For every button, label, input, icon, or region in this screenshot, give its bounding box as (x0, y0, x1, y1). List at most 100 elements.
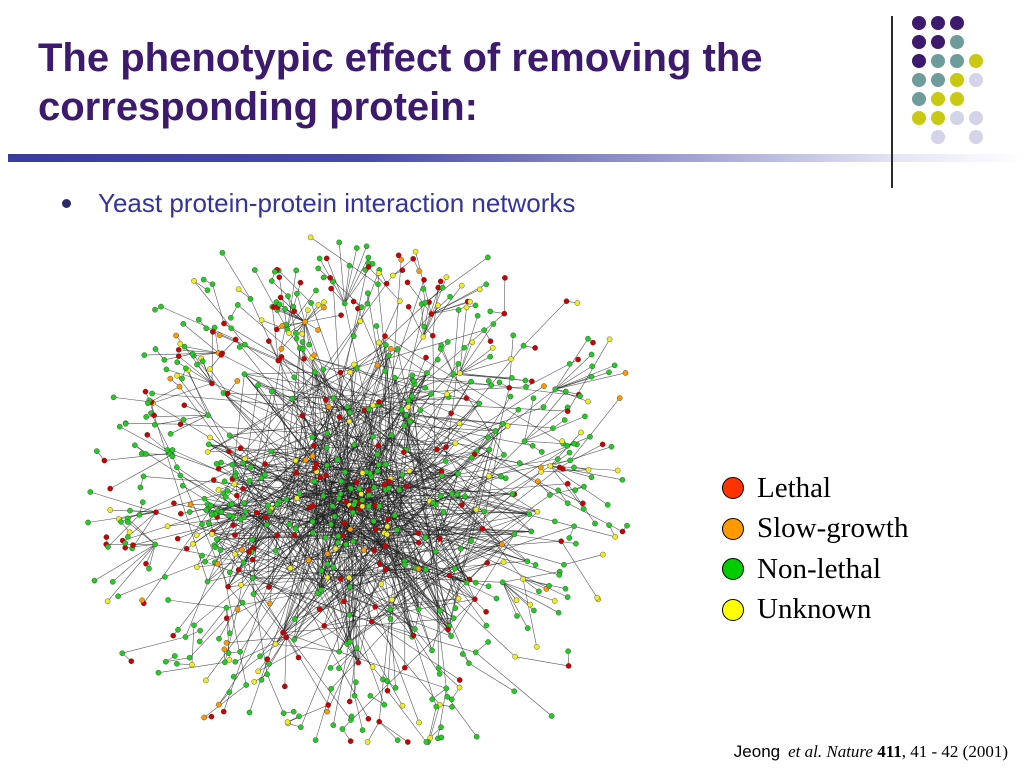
network-node (588, 373, 595, 380)
bullet-item: Yeast protein-protein interaction networ… (62, 188, 575, 219)
network-node (101, 457, 108, 464)
legend-swatch-slow-growth (722, 517, 744, 540)
network-node (201, 495, 208, 502)
network-node (376, 560, 383, 567)
network-edge (459, 323, 494, 374)
network-node (219, 249, 226, 256)
network-edge (346, 405, 374, 644)
network-edge (166, 369, 212, 384)
network-edge (172, 449, 467, 583)
network-edge (296, 293, 306, 323)
network-node (266, 508, 273, 515)
network-node (529, 442, 536, 449)
network-node (205, 412, 211, 419)
network-node (399, 471, 406, 478)
network-node (181, 343, 188, 350)
network-node (262, 461, 268, 467)
network-edge (344, 246, 367, 304)
network-node (521, 438, 528, 445)
network-node (212, 544, 218, 551)
network-edge (432, 502, 462, 549)
network-edge (302, 341, 426, 539)
network-edge (240, 534, 278, 585)
network-node (224, 390, 231, 397)
network-node (614, 467, 621, 474)
network-node (258, 317, 265, 324)
network-edge (371, 621, 440, 705)
network-node (351, 692, 358, 699)
network-edge (316, 307, 363, 464)
network-node (479, 525, 486, 532)
network-edge (449, 561, 504, 576)
network-node (364, 300, 371, 307)
network-edge (242, 462, 278, 505)
network-node (337, 490, 344, 497)
network-node (109, 579, 116, 585)
network-node (226, 569, 233, 576)
network-node (239, 547, 245, 553)
network-node (265, 338, 272, 344)
network-edge (362, 506, 364, 551)
network-edge (173, 502, 233, 518)
network-edge (560, 541, 599, 600)
network-node (346, 698, 353, 705)
network-node (384, 687, 391, 694)
network-node (174, 372, 180, 379)
network-edge (155, 544, 244, 563)
network-node (287, 565, 294, 571)
network-node (572, 487, 578, 493)
network-edge (401, 410, 459, 599)
network-node (483, 622, 490, 629)
network-edge (189, 617, 227, 658)
network-node (299, 331, 305, 337)
network-edge (569, 397, 620, 461)
network-edge (421, 304, 424, 337)
network-node (574, 300, 581, 306)
network-node (376, 399, 382, 405)
network-edge (221, 462, 265, 475)
network-node (452, 605, 459, 611)
network-node (338, 312, 344, 319)
network-edge (371, 494, 551, 622)
network-node (422, 299, 429, 306)
network-node (320, 493, 327, 499)
network-edge (176, 375, 209, 416)
network-node (587, 433, 593, 440)
network-edge (408, 396, 449, 401)
network-edge (432, 502, 467, 583)
network-node (231, 481, 238, 488)
network-node (422, 566, 429, 573)
network-node (487, 353, 494, 360)
network-node (324, 550, 331, 557)
network-node (186, 509, 193, 515)
network-edge (309, 460, 446, 508)
network-edge (555, 366, 593, 390)
network-node (177, 341, 183, 347)
network-edge (209, 437, 265, 475)
network-node (619, 528, 626, 535)
network-node (394, 346, 401, 352)
network-edge (276, 504, 470, 580)
network-node (456, 684, 463, 691)
network-node (385, 516, 391, 523)
network-node (432, 548, 439, 555)
network-node (374, 362, 381, 369)
network-node (370, 402, 376, 409)
network-edge (127, 518, 156, 545)
network-edge (407, 282, 432, 315)
network-node (116, 423, 123, 430)
network-node (180, 416, 187, 423)
network-node (440, 509, 447, 515)
network-edge (449, 387, 510, 627)
network-node (324, 561, 331, 567)
network-edge (459, 315, 478, 374)
network-node (516, 460, 523, 466)
network-node (611, 362, 618, 369)
network-node (374, 468, 381, 474)
network-node (404, 739, 411, 745)
network-edge (193, 501, 347, 626)
network-node (290, 708, 297, 715)
network-node (552, 386, 559, 393)
network-edge (405, 421, 411, 450)
network-node (585, 466, 592, 473)
